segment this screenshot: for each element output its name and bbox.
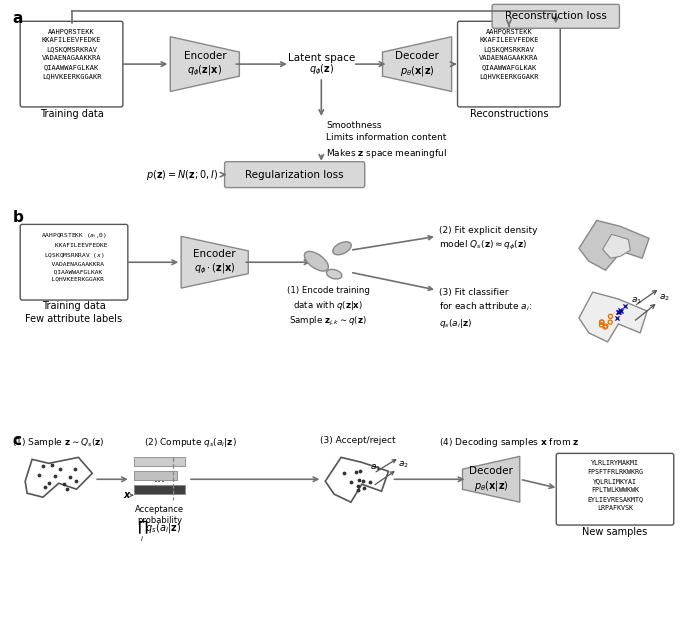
Point bbox=[64, 472, 75, 482]
Text: b: b bbox=[12, 211, 23, 225]
Point bbox=[346, 477, 357, 487]
Text: AAHPQRSTEKK ($a_i$,0)
    KKAFILEEVFEDKE
LQSKQMSRKRAV ($x$)
  VADAENAGAAKKRA
  Q: AAHPQRSTEKK ($a_i$,0) KKAFILEEVFEDKE LQS… bbox=[40, 231, 108, 281]
Point bbox=[69, 464, 80, 474]
Point bbox=[351, 467, 362, 477]
Polygon shape bbox=[579, 292, 647, 342]
FancyBboxPatch shape bbox=[134, 471, 177, 481]
Text: $q_\phi(\mathbf{z})$: $q_\phi(\mathbf{z})$ bbox=[309, 63, 334, 77]
Point bbox=[34, 470, 45, 481]
Text: AAHPQRSTEKK
KKAFILEEVFEDKE
LQSKQMSRKRAV
VADAENAGAAKKRA
QIAAWWAFGLKAK
LQHVKEERKGG: AAHPQRSTEKK KKAFILEEVFEDKE LQSKQMSRKRAV … bbox=[479, 28, 538, 79]
Text: Regularization loss: Regularization loss bbox=[245, 170, 344, 180]
Ellipse shape bbox=[327, 269, 342, 279]
Text: Encoder: Encoder bbox=[193, 249, 236, 259]
Text: (1) Encode training
data with $q(\mathbf{z}|\mathbf{x})$
Sample $\mathbf{z}_{j,k: (1) Encode training data with $q(\mathbf… bbox=[287, 286, 370, 328]
Text: $\prod_i q_s(a_i|\mathbf{z})$: $\prod_i q_s(a_i|\mathbf{z})$ bbox=[137, 518, 182, 543]
Polygon shape bbox=[181, 237, 248, 288]
Text: Smoothness
Limits information content
Makes $\mathbf{z}$ space meaningful: Smoothness Limits information content Ma… bbox=[326, 121, 447, 160]
Text: $a_1$: $a_1$ bbox=[370, 462, 381, 473]
Ellipse shape bbox=[304, 252, 328, 271]
Polygon shape bbox=[25, 457, 92, 497]
FancyBboxPatch shape bbox=[21, 225, 128, 300]
Text: Reconstruction loss: Reconstruction loss bbox=[505, 11, 607, 21]
Text: x: x bbox=[123, 490, 129, 500]
Point bbox=[61, 484, 72, 494]
Text: (3) Accept/reject: (3) Accept/reject bbox=[320, 437, 396, 445]
Text: Decoder: Decoder bbox=[395, 51, 439, 61]
Text: $p_\theta(\mathbf{x}|\mathbf{z})$: $p_\theta(\mathbf{x}|\mathbf{z})$ bbox=[474, 479, 508, 493]
FancyBboxPatch shape bbox=[21, 21, 123, 107]
FancyBboxPatch shape bbox=[458, 21, 560, 107]
Polygon shape bbox=[462, 457, 520, 502]
Text: (3) Fit classifier
for each attribute $a_i$:
$q_s(a_i|\mathbf{z})$: (3) Fit classifier for each attribute $a… bbox=[439, 288, 532, 330]
Point bbox=[597, 317, 608, 327]
Point bbox=[40, 482, 51, 493]
Text: a: a bbox=[12, 11, 23, 26]
Point bbox=[605, 311, 616, 321]
Text: $p_\theta(\mathbf{x}|\mathbf{z})$: $p_\theta(\mathbf{x}|\mathbf{z})$ bbox=[400, 64, 434, 78]
Text: YLRLIRYMAKMI
FPSFTFRLRKWKRG
YQLRLIMKYAI
FPLTWLKWWKWK
EYLIEVRESAKMTQ
LRPAFKVSK: YLRLIRYMAKMI FPSFTFRLRKWKRG YQLRLIMKYAI … bbox=[587, 460, 643, 511]
Point bbox=[364, 477, 375, 487]
Polygon shape bbox=[171, 36, 239, 91]
Text: Acceptance
probability: Acceptance probability bbox=[135, 505, 184, 525]
FancyBboxPatch shape bbox=[134, 485, 185, 494]
Point bbox=[596, 317, 607, 327]
Point bbox=[54, 464, 65, 474]
FancyBboxPatch shape bbox=[556, 454, 674, 525]
Text: c: c bbox=[12, 433, 21, 448]
Point bbox=[352, 484, 363, 494]
Point bbox=[614, 307, 625, 317]
Polygon shape bbox=[603, 235, 630, 259]
Text: Training data
Few attribute labels: Training data Few attribute labels bbox=[25, 301, 123, 325]
FancyBboxPatch shape bbox=[225, 162, 364, 187]
Point bbox=[619, 301, 630, 311]
Text: Training data: Training data bbox=[40, 109, 103, 119]
Polygon shape bbox=[579, 220, 649, 270]
Text: (2) Compute $q_s(a_i|\mathbf{z})$: (2) Compute $q_s(a_i|\mathbf{z})$ bbox=[144, 437, 236, 450]
Point bbox=[38, 461, 49, 471]
Text: (2) Fit explicit density
model $Q_s(\mathbf{z}) \approx q_\phi(\mathbf{z})$: (2) Fit explicit density model $Q_s(\mat… bbox=[439, 226, 537, 252]
Text: $a_2$: $a_2$ bbox=[659, 292, 670, 303]
Point bbox=[614, 305, 625, 315]
Point bbox=[71, 476, 82, 486]
Point bbox=[355, 466, 366, 476]
Point bbox=[605, 317, 616, 327]
Text: (4) Decoding samples $\mathbf{x}$ from $\mathbf{z}$: (4) Decoding samples $\mathbf{x}$ from $… bbox=[438, 437, 580, 450]
Text: Reconstructions: Reconstructions bbox=[470, 109, 548, 119]
Text: ...: ... bbox=[153, 472, 165, 485]
Point bbox=[359, 482, 370, 493]
Polygon shape bbox=[325, 457, 388, 502]
Point bbox=[599, 322, 610, 332]
Point bbox=[353, 475, 364, 485]
Text: $q_\phi\cdot(\mathbf{z}|\mathbf{x})$: $q_\phi\cdot(\mathbf{z}|\mathbf{x})$ bbox=[194, 262, 236, 276]
Point bbox=[616, 306, 627, 316]
Text: Latent space: Latent space bbox=[288, 53, 355, 63]
FancyBboxPatch shape bbox=[134, 457, 185, 466]
Point bbox=[338, 467, 349, 477]
Text: $q_\phi(\mathbf{z}|\mathbf{x})$: $q_\phi(\mathbf{z}|\mathbf{x})$ bbox=[187, 64, 223, 78]
Text: (1) Sample $\mathbf{z} \sim Q_s(\mathbf{z})$: (1) Sample $\mathbf{z} \sim Q_s(\mathbf{… bbox=[12, 437, 105, 450]
FancyBboxPatch shape bbox=[492, 4, 619, 28]
Text: Decoder: Decoder bbox=[469, 466, 513, 476]
Text: AAHPQRSTEKK
KKAFILEEVFEDKE
LQSKQMSRKRAV
VADAENAGAAKKRA
QIAAWWAFGLKAK
LQHVKEERKGG: AAHPQRSTEKK KKAFILEEVFEDKE LQSKQMSRKRAV … bbox=[42, 28, 101, 79]
Text: $p(\mathbf{z}) = N(\mathbf{z}; 0, I)$: $p(\mathbf{z}) = N(\mathbf{z}; 0, I)$ bbox=[146, 167, 219, 182]
Point bbox=[358, 476, 369, 486]
Text: $a_1$: $a_1$ bbox=[632, 295, 643, 306]
Text: New samples: New samples bbox=[582, 527, 647, 537]
Point bbox=[600, 321, 611, 331]
Text: $a_2$: $a_2$ bbox=[398, 459, 409, 470]
Point bbox=[352, 481, 363, 491]
Point bbox=[47, 460, 58, 470]
Point bbox=[49, 471, 60, 481]
Point bbox=[43, 478, 54, 488]
Point bbox=[611, 313, 622, 323]
Point bbox=[612, 308, 623, 318]
Point bbox=[596, 320, 607, 330]
Polygon shape bbox=[382, 36, 451, 91]
Text: Encoder: Encoder bbox=[184, 51, 226, 61]
Point bbox=[58, 479, 69, 489]
Ellipse shape bbox=[333, 242, 351, 255]
